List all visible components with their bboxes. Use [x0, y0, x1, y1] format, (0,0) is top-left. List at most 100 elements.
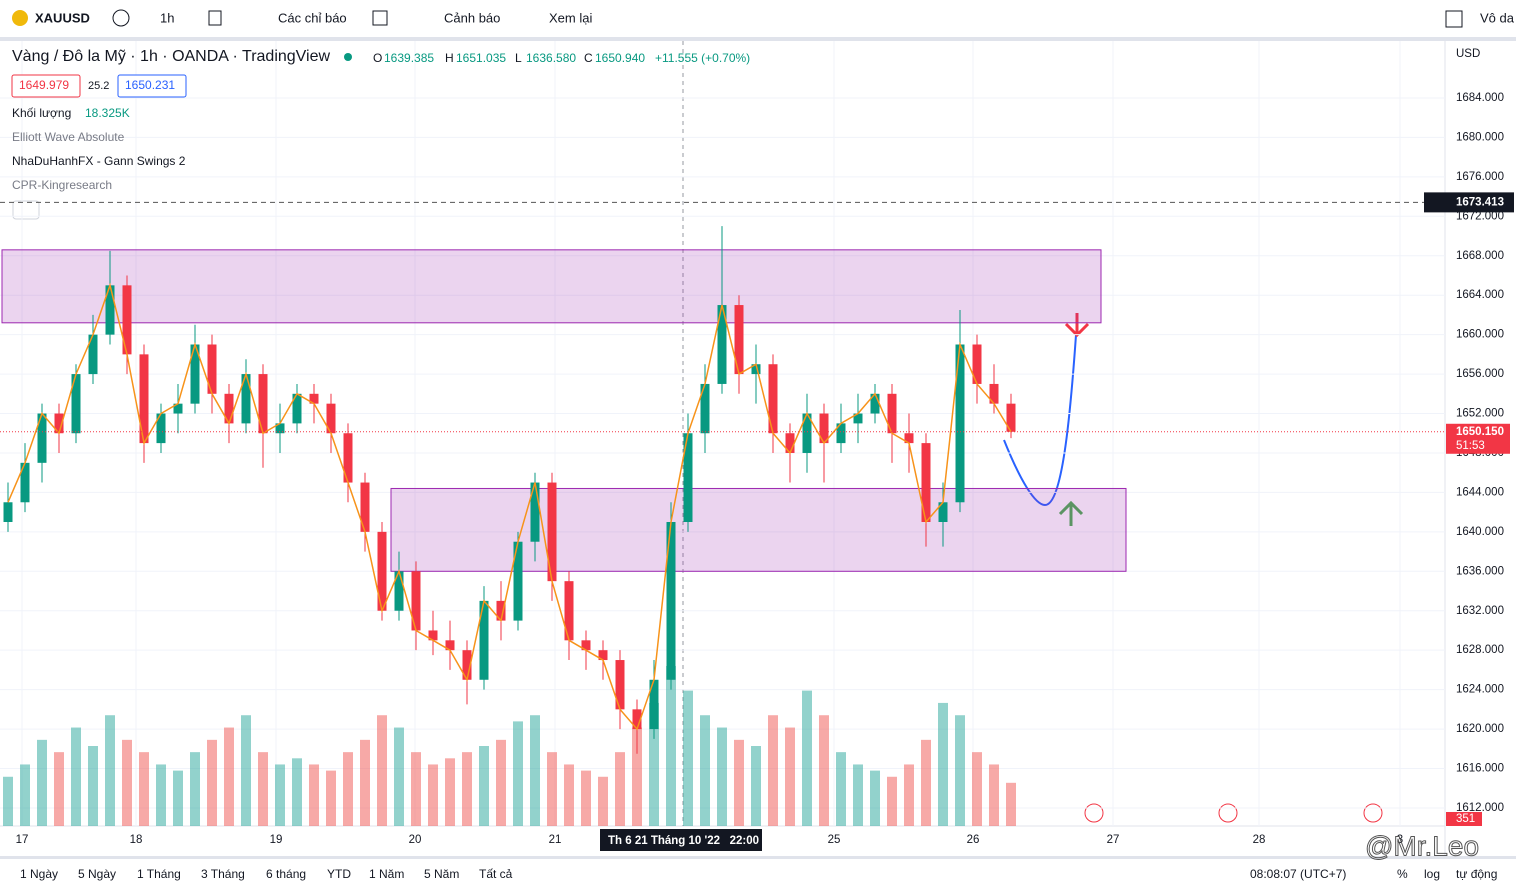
ohlc-value: 1636.580: [526, 51, 576, 65]
ohlc-value: 1639.385: [384, 51, 434, 65]
volume-bar: [496, 739, 506, 826]
candle-body: [819, 413, 829, 444]
range-button[interactable]: 5 Ngày: [78, 867, 116, 881]
event-flag[interactable]: [1218, 803, 1238, 823]
candle-body: [598, 650, 608, 661]
candle-body: [71, 374, 81, 434]
candle-body: [105, 285, 115, 335]
event-flag[interactable]: [1363, 803, 1383, 823]
candle-body: [938, 502, 948, 522]
symbol[interactable]: XAUUSD: [35, 10, 90, 25]
candle-body: [666, 521, 676, 680]
volume-bar: [802, 690, 812, 826]
candle-body: [513, 541, 523, 621]
bid: 1649.979: [19, 78, 69, 92]
volume-bar: [734, 739, 744, 826]
symbol-icon: [12, 10, 28, 26]
volume-tag: [1446, 812, 1482, 826]
volume-bar: [717, 727, 727, 826]
volume-bar: [1006, 782, 1016, 826]
volume-bar: [3, 776, 13, 826]
y-tick-label: 1632.000: [1456, 605, 1504, 617]
candle-body: [275, 423, 285, 434]
account-icon[interactable]: [1445, 10, 1463, 28]
range-button[interactable]: Tất cả: [479, 867, 513, 881]
x-tick-label: 19: [270, 834, 283, 846]
auto[interactable]: tự động: [1456, 867, 1497, 881]
y-tick-label: 1652.000: [1456, 408, 1504, 420]
ohlc-value: 1651.035: [456, 51, 506, 65]
volume-bar: [513, 721, 523, 826]
volume-bar: [581, 770, 591, 826]
candle-body: [887, 393, 897, 434]
ohlc-label: L: [515, 51, 522, 65]
candle-body: [343, 433, 353, 483]
alerts-button[interactable]: Cảnh báo: [444, 10, 500, 25]
candle-body: [785, 433, 795, 453]
candle-body: [326, 403, 336, 434]
volume-bar: [258, 752, 268, 826]
indicator-name[interactable]: CPR-Kingresearch: [12, 178, 112, 192]
currency[interactable]: USD: [1456, 48, 1480, 60]
volume-bar: [785, 727, 795, 826]
watermark: @Mr.Leo: [1365, 830, 1479, 861]
volume-bar: [88, 746, 98, 826]
candle-body: [802, 413, 812, 453]
event-flag[interactable]: [1084, 803, 1104, 823]
range-button[interactable]: 6 tháng: [266, 867, 306, 881]
replay-button[interactable]: Xem lại: [549, 10, 592, 25]
ask: 1650.231: [125, 78, 175, 92]
range-button[interactable]: 3 Tháng: [201, 867, 245, 881]
candle-body: [581, 640, 591, 651]
candle-body: [3, 502, 13, 522]
volume-bar: [564, 764, 574, 826]
range-button[interactable]: 1 Tháng: [137, 867, 181, 881]
volume-bar: [139, 752, 149, 826]
candle-body: [122, 285, 132, 355]
range-button[interactable]: YTD: [327, 867, 351, 881]
volume-bar: [921, 739, 931, 826]
volume-bar: [105, 715, 115, 826]
marker-tag: [1424, 192, 1514, 213]
log[interactable]: log: [1424, 867, 1440, 881]
volume-bar: [904, 764, 914, 826]
volume-bar: [20, 764, 30, 826]
volume-bar: [887, 776, 897, 826]
percent[interactable]: %: [1397, 867, 1408, 881]
volume-bar: [37, 739, 47, 826]
volume-bar: [870, 770, 880, 826]
add-symbol[interactable]: [112, 9, 130, 27]
account[interactable]: Vô da: [1480, 10, 1515, 25]
volume-bar: [173, 770, 183, 826]
volume-bar: [615, 752, 625, 826]
candle-body: [54, 413, 64, 434]
candle-body: [88, 334, 98, 375]
volume-bar: [377, 715, 387, 826]
y-tick-label: 1644.000: [1456, 486, 1504, 498]
range-button[interactable]: 1 Năm: [369, 867, 404, 881]
indicators-button[interactable]: Các chỉ báo: [278, 10, 347, 25]
candle-body: [292, 393, 302, 424]
chart-type[interactable]: [208, 10, 222, 26]
volume-bar: [292, 758, 302, 826]
volume-bar: [71, 727, 81, 826]
y-tick-label: 1672.000: [1456, 210, 1504, 222]
y-tick-label: 1620.000: [1456, 723, 1504, 735]
projection-curve: [1003, 334, 1077, 507]
x-tick-label: 27: [1107, 834, 1120, 846]
templates[interactable]: [372, 10, 388, 26]
indicator-name[interactable]: Elliott Wave Absolute: [12, 130, 125, 144]
candle-body: [173, 403, 183, 414]
range-button[interactable]: 5 Năm: [424, 867, 459, 881]
volume-bar: [445, 758, 455, 826]
y-tick-label: 1664.000: [1456, 289, 1504, 301]
indicator-name[interactable]: NhaDuHanhFX - Gann Swings 2: [12, 154, 186, 168]
volume-bar: [360, 739, 370, 826]
range-button[interactable]: 1 Ngày: [20, 867, 58, 881]
candle-body: [632, 709, 642, 730]
interval[interactable]: 1h: [160, 10, 174, 25]
zone: [1, 249, 1102, 324]
collapse-legend[interactable]: [12, 200, 40, 220]
candle-body: [241, 374, 251, 424]
